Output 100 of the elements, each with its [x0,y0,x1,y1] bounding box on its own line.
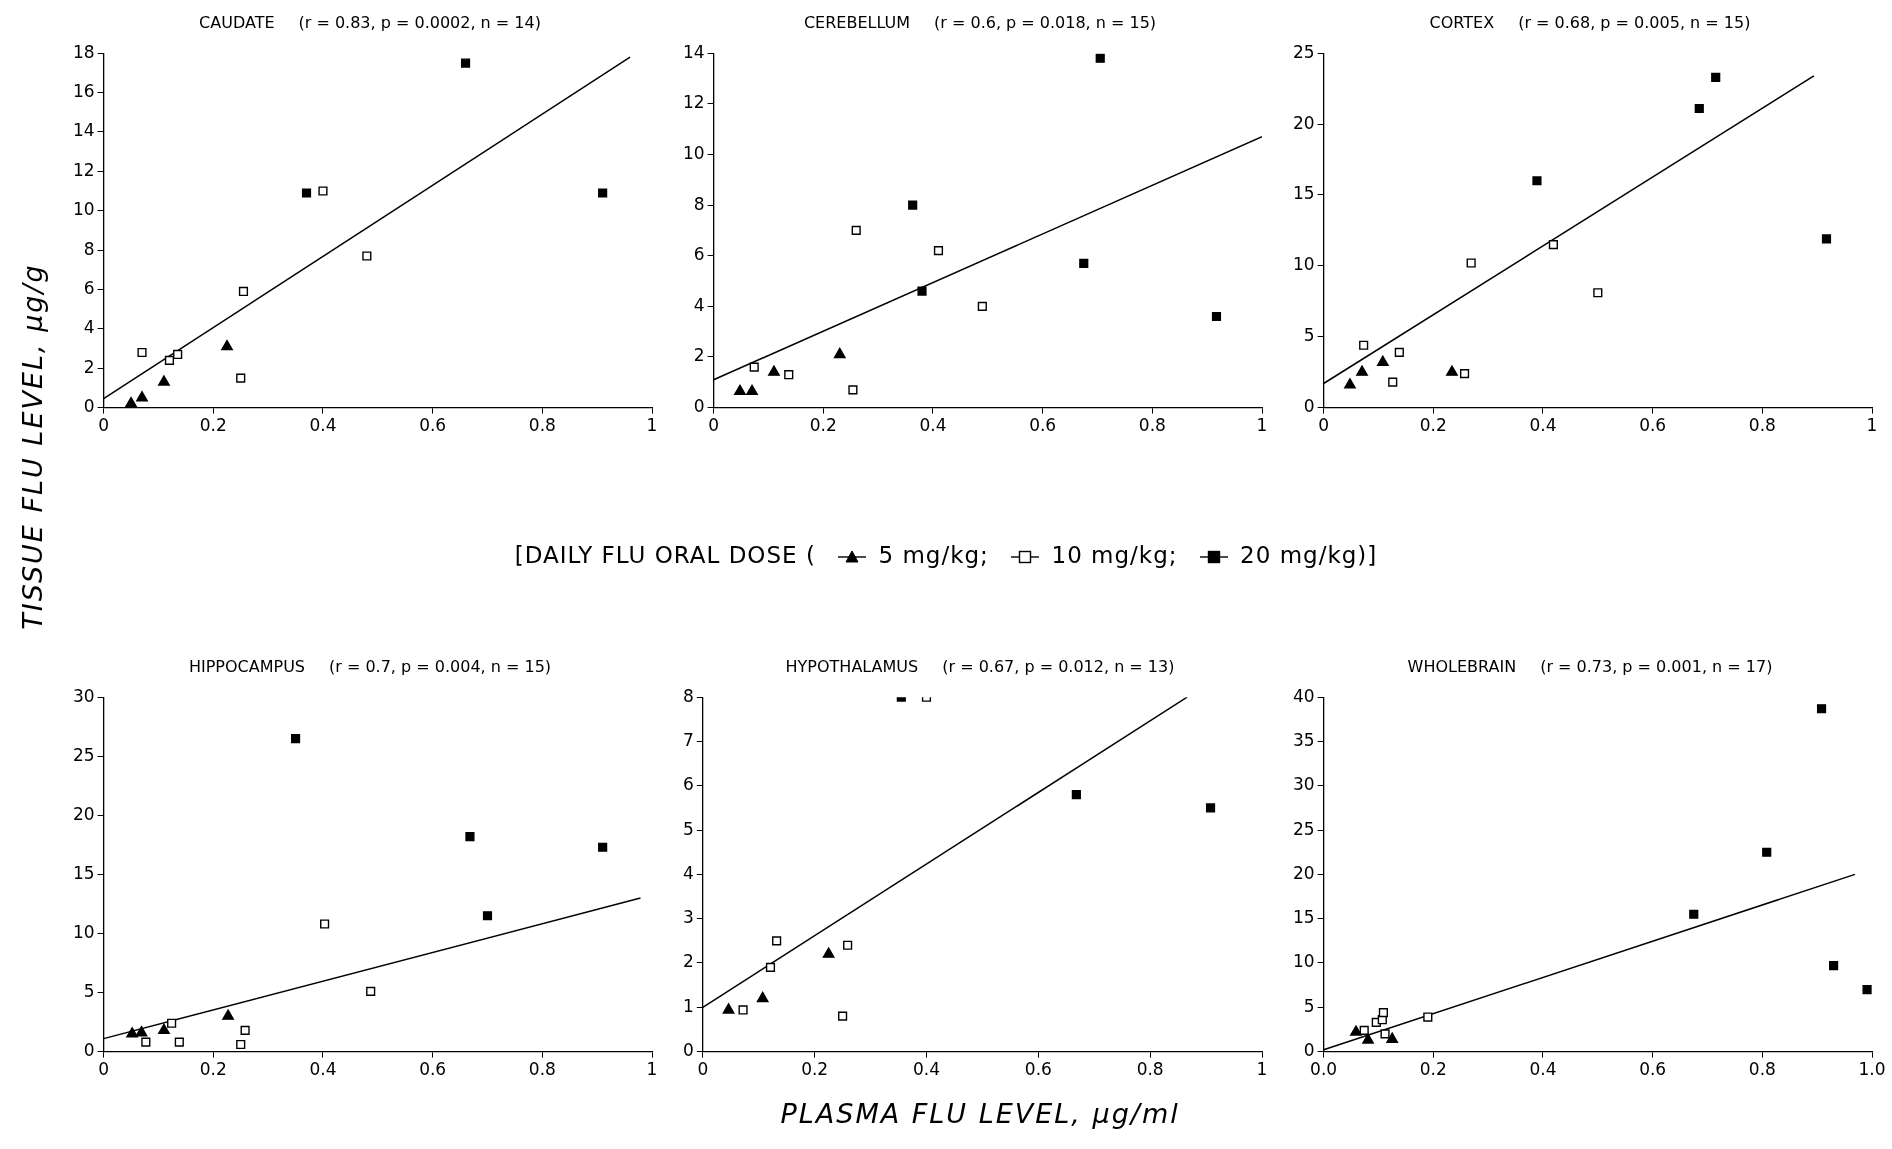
y-tick-label: 15 [1292,907,1315,928]
y-tick-label: 25 [1292,818,1315,839]
point [1689,909,1699,919]
point [1071,790,1081,800]
x-tick-label: 1 [646,415,658,436]
point [822,947,835,958]
point [1446,365,1458,376]
y-tick-label: 18 [72,41,95,62]
y-tick-label: 10 [682,142,705,163]
y-tick-label: 5 [1303,325,1315,346]
point [1694,103,1704,114]
x-tick-label: 0.6 [1024,1059,1052,1080]
point [167,1018,177,1028]
point [125,396,137,408]
y-tick-label: 12 [682,92,705,113]
x-tick-label: 0.6 [419,1059,447,1080]
y-tick-label: 0 [83,1040,95,1061]
point [301,188,312,198]
x-tick-label: 0 [708,415,720,436]
point [136,391,148,402]
y-tick-label: 20 [1292,862,1315,883]
y-tick-label: 10 [72,199,95,220]
x-axis-title: PLASMA FLU LEVEL, µg/ml [780,1098,1180,1129]
y-tick-label: 5 [1303,995,1315,1016]
chart-subtitle: (r = 0.83, p = 0.0002, n = 14) [298,13,541,32]
point [1466,258,1476,268]
point [1095,53,1105,63]
x-tick-label: 0.2 [199,1059,227,1080]
point [1762,847,1772,857]
point [933,246,944,256]
point [598,842,608,852]
point [482,911,493,921]
y-tick-label: 2 [693,345,705,366]
x-tick-label: 1 [1256,415,1268,436]
point [843,940,853,950]
x-tick-label: 0.2 [1419,415,1447,436]
point [598,188,608,198]
point [362,251,372,261]
y-tick-label: 3 [682,907,694,928]
x-tick-label: 0.4 [309,1059,337,1080]
x-tick-label: 0.6 [1029,415,1057,436]
x-tick-label: 1.0 [1858,1059,1886,1080]
legend-label: 20 mg/kg)] [1239,542,1378,568]
point [977,301,987,311]
point [746,384,758,396]
x-tick-label: 0.8 [1748,415,1776,436]
chart-title: CAUDATE [199,13,275,32]
y-tick-label: 2 [83,356,95,377]
point [738,1005,748,1015]
y-tick-label: 7 [682,729,694,750]
chart-title: HYPOTHALAMUS [785,657,919,676]
x-tick-label: 0.2 [1419,1059,1447,1080]
point [164,355,175,365]
y-tick-label: 30 [1292,774,1315,795]
point [765,962,776,973]
point [1821,234,1832,244]
y-tick-label: 4 [682,862,694,883]
x-tick-label: 0 [1318,415,1330,436]
point [1362,1033,1374,1044]
chart-title: WHOLEBRAIN [1407,657,1517,676]
y-tick-label: 0 [1303,1040,1315,1061]
y-tick-label: 25 [1292,41,1315,62]
x-tick-label: 0.6 [419,415,447,436]
chart-subtitle: (r = 0.67, p = 0.012, n = 13) [942,657,1175,676]
x-tick-label: 0.2 [809,415,837,436]
chart-title: HIPPOCAMPUS [188,657,306,676]
point [135,1026,148,1037]
y-tick-label: 12 [72,159,95,180]
point [1380,1029,1390,1039]
point [838,1011,848,1021]
x-tick-label: 1 [1866,415,1878,436]
point [173,349,183,360]
point [749,362,759,372]
x-tick-label: 0.4 [919,415,947,436]
point [238,286,249,297]
point [236,373,246,383]
y-tick-label: 15 [72,862,95,883]
y-tick-label: 5 [83,980,95,1001]
point [158,375,170,386]
y-tick-label: 40 [1292,685,1315,706]
point [126,1027,139,1038]
y-tick-label: 6 [83,277,95,298]
point [1711,72,1721,82]
point [756,991,769,1003]
point [1350,1025,1362,1036]
y-tick-label: 10 [1292,254,1315,275]
x-tick-label: 0.4 [309,415,337,436]
legend-label: 5 mg/kg; [877,542,989,568]
y-tick-label: 14 [72,120,95,141]
y-tick-label: 4 [693,294,705,315]
y-tick-label: 8 [682,685,694,706]
y-tick-label: 10 [72,921,95,942]
y-tick-label: 20 [72,803,95,824]
point [848,385,858,395]
point [1359,340,1369,350]
point [1459,368,1470,379]
point [1386,1032,1399,1043]
point [1532,176,1542,186]
point [290,733,301,744]
point [1356,365,1368,376]
